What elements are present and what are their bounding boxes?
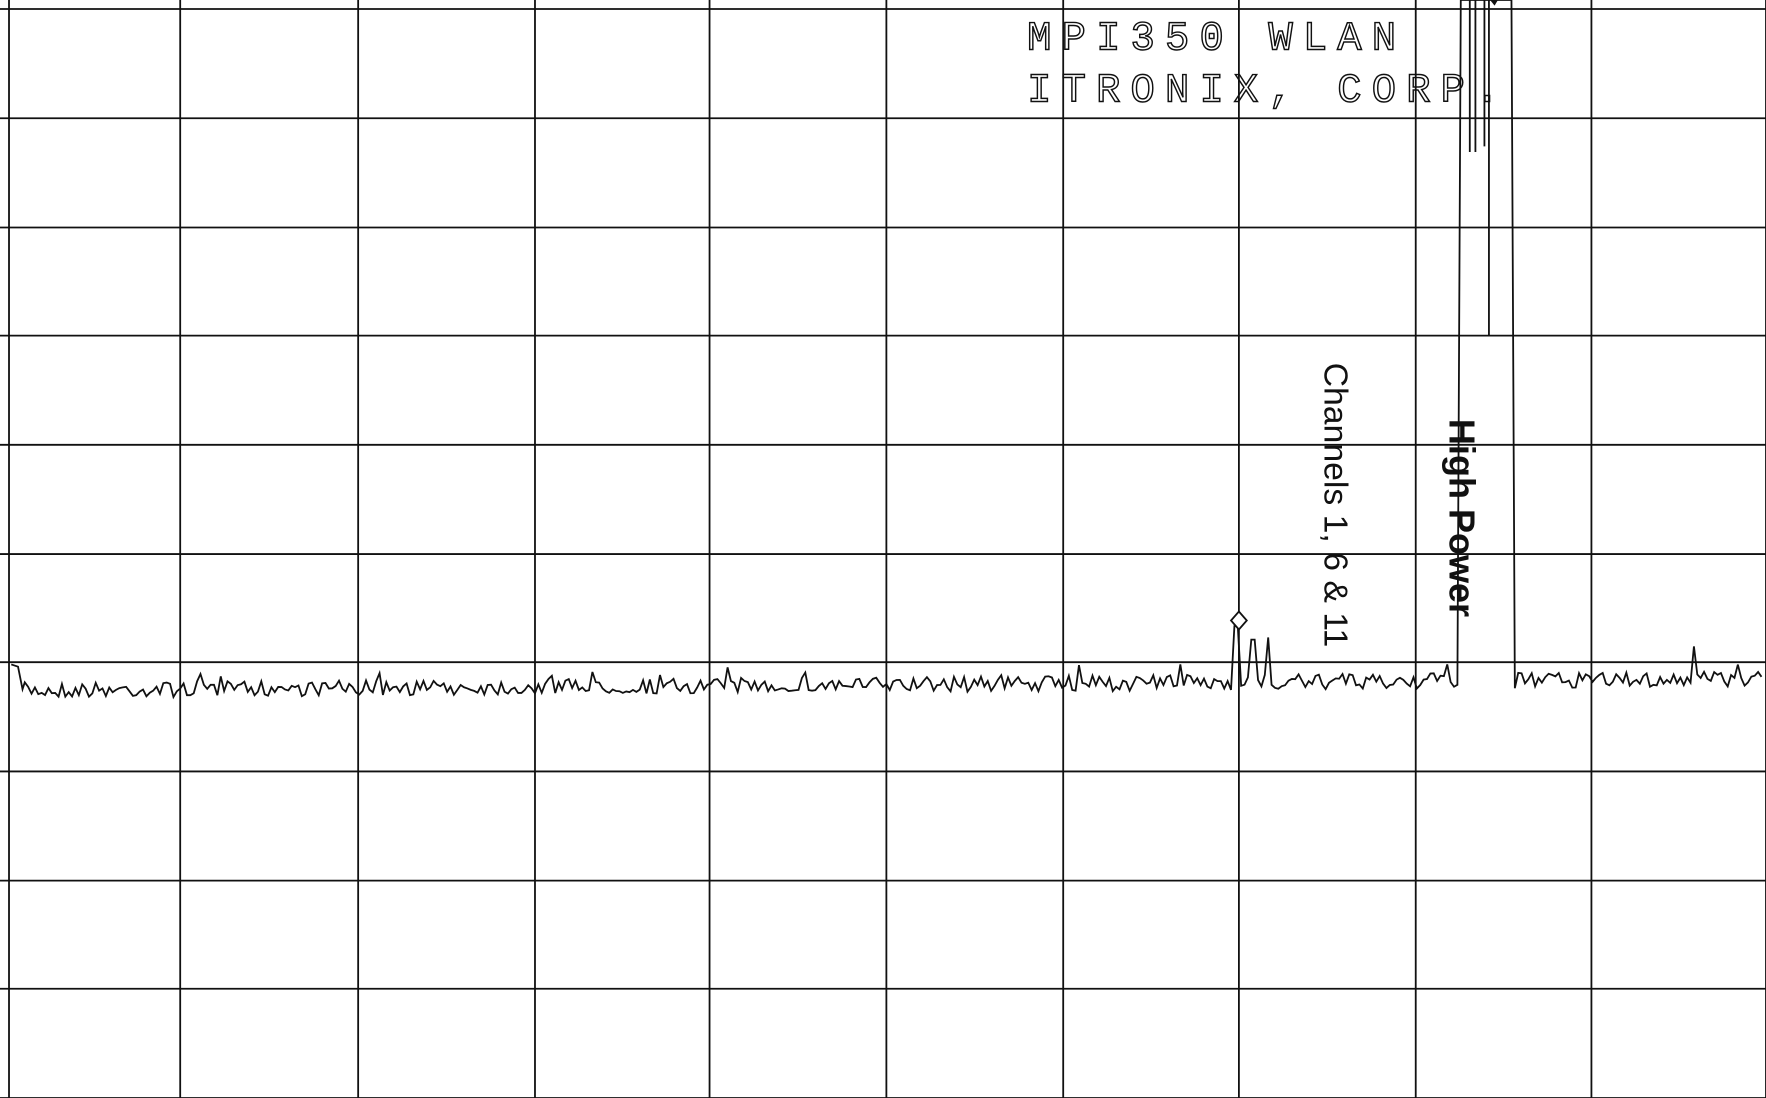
marker-diamond <box>1229 610 1248 631</box>
high-power-label: High Power <box>1442 419 1483 617</box>
peak-marker <box>1490 0 1498 6</box>
title-line-2: ITRONIX, CORP. <box>1027 68 1509 114</box>
title-line-1: MPI350 WLAN <box>1027 17 1406 63</box>
channels-label: Channels 1, 6 & 11 <box>1316 363 1354 648</box>
spectrum-trace <box>10 0 1763 700</box>
